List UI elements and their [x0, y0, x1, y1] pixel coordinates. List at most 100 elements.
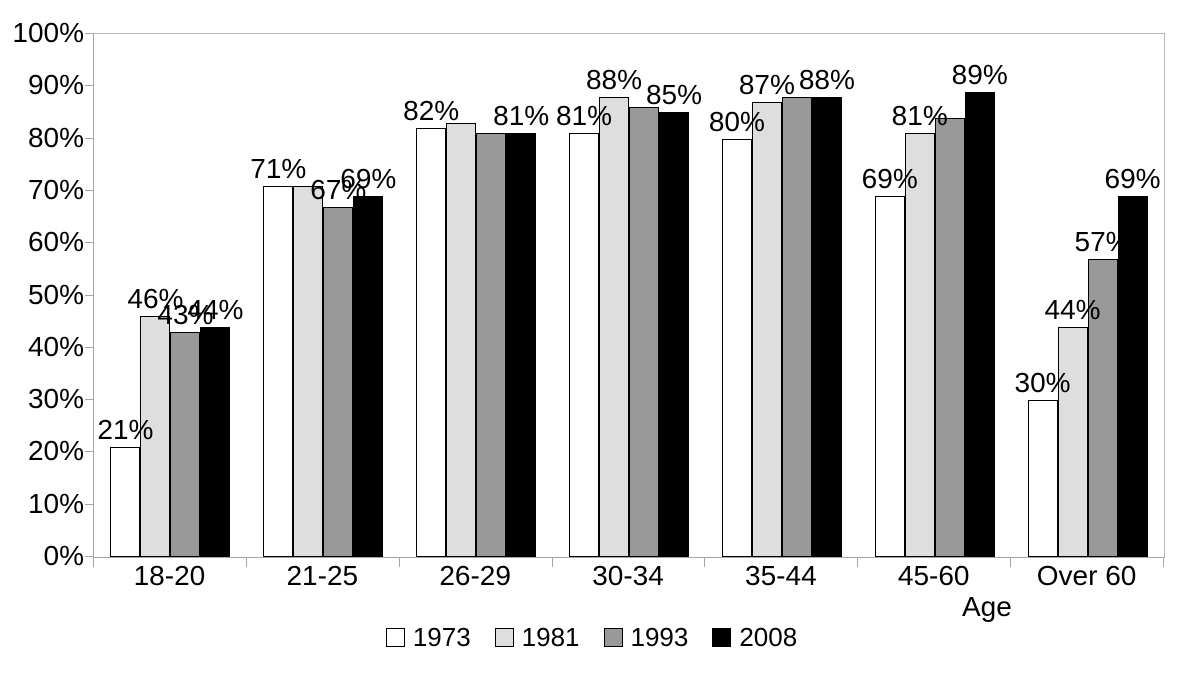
legend-swatch-2008 — [712, 627, 732, 647]
bar-value-label: 44% — [1044, 293, 1101, 325]
y-axis-tick-label: 80% — [27, 121, 84, 153]
bar-value-label: 67% — [310, 173, 367, 205]
y-axis-tick — [85, 346, 93, 348]
y-axis-tick-label: 10% — [27, 487, 84, 519]
bar-1981-45-60 — [904, 133, 935, 557]
legend-item-1973: 1973 — [385, 622, 471, 652]
x-axis-tick-label: 18-20 — [133, 560, 206, 591]
x-axis-tick — [857, 557, 859, 567]
x-axis-tick — [1163, 557, 1164, 567]
y-axis-tick-label: 20% — [27, 435, 84, 467]
y-axis-tick — [85, 451, 93, 453]
y-axis-tick — [85, 242, 93, 244]
y-axis-tick — [85, 85, 93, 87]
x-axis-tick — [398, 557, 400, 567]
y-axis-tick — [85, 33, 93, 34]
bar-1973-26-29 — [416, 128, 447, 557]
bar-2008-21-25 — [353, 196, 384, 557]
x-axis-tick — [245, 557, 247, 567]
bar-2008-30-34 — [659, 112, 689, 557]
bar-1993-21-25 — [323, 206, 354, 557]
x-axis-title: Age — [962, 591, 1012, 622]
legend-swatch-1973 — [385, 627, 405, 647]
bar-value-label: 88% — [798, 63, 855, 95]
bar-1993-35-44 — [781, 96, 812, 557]
bar-value-label: 85% — [645, 79, 703, 111]
x-axis-tick-label: 26-29 — [439, 560, 511, 591]
legend-label: 1973 — [412, 622, 471, 652]
legend-label: 2008 — [739, 622, 798, 652]
bar-value-label: 82% — [403, 95, 460, 127]
bar-value-label: 81% — [493, 100, 550, 132]
y-axis-tick — [85, 503, 93, 505]
bar-2008-18-20 — [200, 326, 231, 557]
x-axis-tick — [704, 557, 706, 567]
y-axis-tick-label: 90% — [27, 69, 84, 101]
y-axis-tick — [85, 137, 93, 139]
x-axis-tick-label: 45-60 — [897, 560, 970, 591]
y-axis-tick-label: 40% — [27, 330, 84, 362]
bar-value-label: 69% — [340, 163, 397, 195]
bar-value-label: 46% — [127, 283, 184, 315]
bar-1993-45-60 — [934, 117, 965, 557]
bar-1973-Over 60 — [1027, 400, 1058, 557]
bar-1973-21-25 — [263, 185, 294, 557]
bar-value-label: 87% — [738, 69, 795, 100]
x-axis-tick — [93, 557, 94, 567]
bar-value-label: 89% — [951, 58, 1008, 90]
bar-2008-26-29 — [506, 133, 537, 557]
legend: 1973 1981 1993 2008 — [0, 624, 1183, 650]
bar-value-label: 81% — [555, 100, 613, 132]
y-axis-tick — [85, 556, 93, 557]
bar-value-label: 57% — [1074, 225, 1131, 257]
legend-swatch-1993 — [603, 627, 623, 647]
bar-2008-35-44 — [811, 96, 842, 557]
bar-1981-Over 60 — [1057, 326, 1088, 557]
bar-1973-18-20 — [110, 447, 141, 557]
legend-item-1981: 1981 — [494, 622, 580, 652]
y-axis-tick-label: 70% — [27, 173, 84, 205]
bar-value-label: 88% — [585, 63, 643, 95]
bar-2008-45-60 — [964, 91, 995, 557]
bar-1993-30-34 — [629, 107, 659, 557]
legend-swatch-1981 — [494, 627, 514, 647]
bar-1981-21-25 — [293, 185, 324, 557]
bar-1981-18-20 — [140, 316, 171, 557]
y-axis-tick-label: 0% — [43, 540, 84, 571]
y-axis-tick — [85, 189, 93, 191]
bar-1993-26-29 — [476, 133, 507, 557]
bar-value-label: 44% — [187, 293, 244, 325]
bar-value-label: 80% — [708, 105, 765, 137]
bar-value-label: 43% — [157, 299, 214, 331]
bar-value-label: 71% — [250, 152, 307, 184]
y-axis-tick-label: 100% — [12, 17, 84, 48]
x-axis-tick-label: 35-44 — [745, 560, 817, 591]
x-axis-tick — [551, 557, 553, 567]
bar-value-label: 81% — [891, 100, 948, 132]
plot-area: 21% 46% 43% 44% 71% 67% 69% 82% 81% 81% 88% 85% 80% 8… — [93, 33, 1165, 558]
bar-value-label: 69% — [1104, 163, 1161, 195]
bar-value-label: 21% — [97, 414, 154, 446]
y-axis-tick — [85, 399, 93, 401]
bar-1973-35-44 — [721, 138, 752, 557]
bar-value-label: 30% — [1014, 367, 1071, 399]
legend-item-2008: 2008 — [712, 624, 797, 650]
bar-1973-30-34 — [569, 133, 599, 557]
y-axis-tick-label: 50% — [27, 278, 84, 310]
bar-1993-18-20 — [170, 332, 201, 557]
bar-2008-Over 60 — [1117, 196, 1148, 557]
x-axis-tick-label: Over 60 — [1036, 560, 1137, 591]
bar-1981-26-29 — [446, 122, 477, 557]
bar-value-label: 69% — [861, 163, 918, 195]
legend-label: 1981 — [521, 622, 580, 652]
y-axis-tick — [85, 294, 93, 296]
legend-item-1993: 1993 — [603, 622, 689, 652]
legend-label: 1993 — [630, 622, 689, 652]
bar-1981-35-44 — [751, 102, 782, 557]
x-axis-tick — [1010, 557, 1012, 567]
x-axis-tick-label: 21-25 — [286, 560, 359, 591]
y-axis-tick-label: 60% — [27, 226, 84, 258]
x-axis-tick-label: 30-34 — [592, 560, 664, 591]
bar-1973-45-60 — [874, 196, 905, 557]
